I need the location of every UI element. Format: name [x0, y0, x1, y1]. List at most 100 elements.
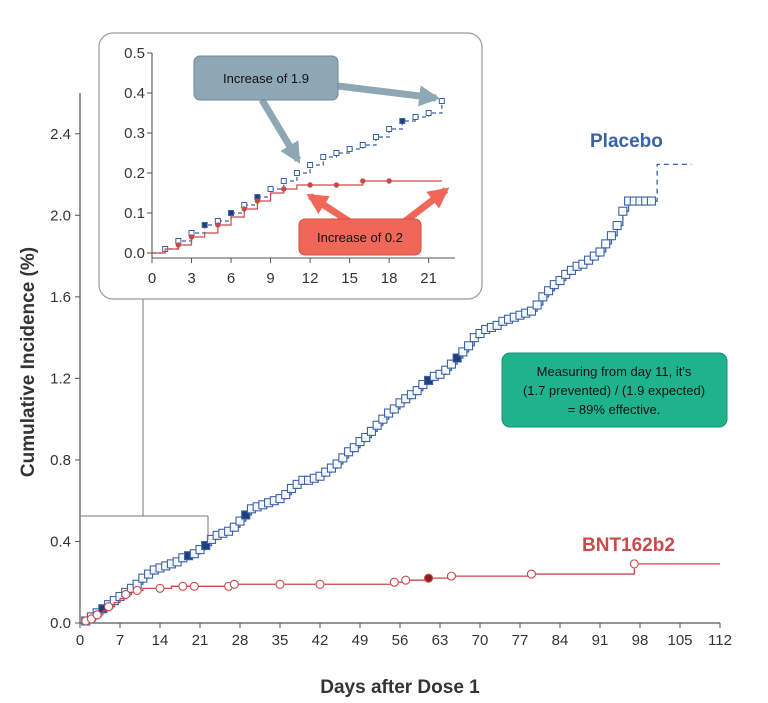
- x-tick-label: 112: [708, 632, 732, 649]
- inset-x-tick-label: 9: [266, 270, 274, 287]
- x-tick-label: 105: [667, 632, 692, 649]
- x-tick-label: 7: [116, 632, 124, 649]
- inset-y-tick-label: 0.5: [124, 45, 145, 62]
- bnt162b2-point: [275, 579, 285, 589]
- inset-placebo-point: [399, 118, 406, 124]
- inset-bnt162b2-point: [241, 206, 247, 212]
- placebo-point: [612, 220, 622, 231]
- bnt162b2-line: [85, 563, 720, 622]
- inset-x-tick-label: 0: [148, 270, 156, 287]
- inset-x-ticks: 0 3 6 9 12 15 18 21: [148, 258, 437, 287]
- bnt162b2-point: [526, 569, 536, 579]
- bnt162b2-point: [132, 585, 142, 595]
- y-axis-title: Cumulative Incidence (%): [18, 247, 39, 477]
- bnt162b2-point: [155, 583, 165, 593]
- placebo-point: [606, 231, 616, 241]
- bnt162b2-point: [229, 579, 239, 589]
- x-tick-label: 98: [632, 632, 649, 649]
- placebo-point: [412, 386, 422, 396]
- inset-bnt162b2-point: [307, 182, 313, 188]
- efficacy-line-1: Measuring from day 11, it's: [537, 364, 692, 379]
- y-tick-label: 0.8: [50, 452, 71, 469]
- placebo-series: [81, 163, 692, 626]
- inset-placebo-point: [228, 210, 235, 216]
- x-tick-label: 56: [392, 632, 409, 649]
- inset-x-tick-label: 21: [420, 270, 437, 287]
- bnt162b2-point: [389, 577, 399, 587]
- placebo-point: [538, 292, 548, 302]
- placebo-increase-text: Increase of 1.9: [223, 71, 309, 86]
- inset-x-tick-label: 3: [187, 270, 195, 287]
- bnt162b2-point: [92, 610, 102, 620]
- y-tick-label: 2.4: [50, 126, 71, 143]
- inset-placebo-point: [438, 98, 445, 104]
- x-tick-label: 70: [472, 632, 489, 649]
- placebo-point: [372, 420, 382, 430]
- inset-placebo-point: [280, 178, 287, 184]
- x-axis-title: Days after Dose 1: [320, 677, 480, 698]
- bnt162b2-point: [315, 579, 325, 589]
- inset-placebo-point: [293, 170, 300, 176]
- efficacy-line-2: (1.7 prevented) / (1.9 expected): [523, 383, 705, 398]
- inset-placebo-series: [152, 98, 445, 254]
- bnt162b2-series: [81, 559, 720, 626]
- x-tick-label: 63: [432, 632, 449, 649]
- inset-placebo-point: [320, 154, 327, 160]
- bnt162b2-point: [189, 581, 199, 591]
- efficacy-callout: Measuring from day 11, it's (1.7 prevent…: [501, 352, 728, 428]
- x-tick-label: 14: [152, 632, 169, 649]
- placebo-point: [618, 206, 628, 216]
- placebo-increase-arrow-right: [337, 82, 441, 107]
- placebo-point: [229, 522, 239, 532]
- y-tick-label: 2.0: [50, 207, 71, 224]
- placebo-point: [446, 359, 456, 369]
- inset-y-tick-label: 0.2: [124, 165, 145, 182]
- placebo-point: [555, 275, 565, 286]
- placebo-point: [332, 459, 342, 469]
- placebo-point: [646, 196, 656, 206]
- x-tick-label: 91: [592, 632, 609, 649]
- placebo-point: [464, 341, 474, 351]
- placebo-line-dashed: [628, 163, 692, 202]
- inset-placebo-point: [307, 162, 314, 168]
- inset-bnt162b2-point: [254, 198, 261, 204]
- inset-bnt162b2-point: [360, 178, 366, 184]
- inset-x-tick-label: 6: [227, 270, 235, 287]
- bnt162b2-point: [121, 589, 131, 600]
- placebo-point: [281, 490, 291, 500]
- inset-placebo-point: [359, 142, 366, 148]
- vaccine-increase-arrow-right: [401, 187, 450, 225]
- x-tick-label: 84: [552, 632, 569, 649]
- inset-bnt162b2-point: [281, 186, 287, 192]
- x-tick-label: 35: [272, 632, 289, 649]
- inset-placebo-point: [412, 114, 419, 120]
- x-tick-label: 0: [76, 632, 84, 649]
- placebo-point: [544, 286, 554, 296]
- inset-bnt162b2-point: [333, 182, 340, 188]
- inset-placebo-point: [201, 222, 208, 228]
- y-ticks: 0.0 0.4 0.8 1.2 1.6 2.0 2.4: [50, 126, 80, 632]
- x-tick-label: 21: [192, 632, 209, 649]
- bnt162b2-point: [104, 602, 114, 612]
- placebo-point: [366, 426, 376, 436]
- x-ticks: 0 7 14 21 28 35 42 49 56 63 70 77 84 91 98 105 112: [76, 623, 732, 649]
- x-tick-label: 42: [312, 632, 329, 649]
- inset-x-tick-label: 18: [381, 270, 398, 287]
- inset-bnt162b2-point: [188, 234, 195, 240]
- bnt162b2-point: [424, 573, 434, 583]
- inset-y-tick-label: 0.4: [124, 85, 145, 102]
- placebo-point: [601, 239, 611, 249]
- bnt162b2-point: [178, 581, 188, 591]
- placebo-point: [241, 510, 251, 520]
- inset-y-tick-label: 0.0: [124, 245, 145, 262]
- y-tick-label: 1.2: [50, 370, 71, 387]
- placebo-increase-arrow-down: [258, 98, 302, 164]
- placebo-label: Placebo: [590, 131, 663, 152]
- vaccine-increase-arrow-left: [306, 193, 352, 225]
- zoom-connector: [80, 298, 209, 540]
- vaccine-increase-callout: Increase of 0.2: [298, 187, 450, 256]
- inset-bnt162b2-series: [152, 178, 442, 254]
- inset-placebo-point: [386, 126, 393, 132]
- inset-x-tick-label: 15: [341, 270, 358, 287]
